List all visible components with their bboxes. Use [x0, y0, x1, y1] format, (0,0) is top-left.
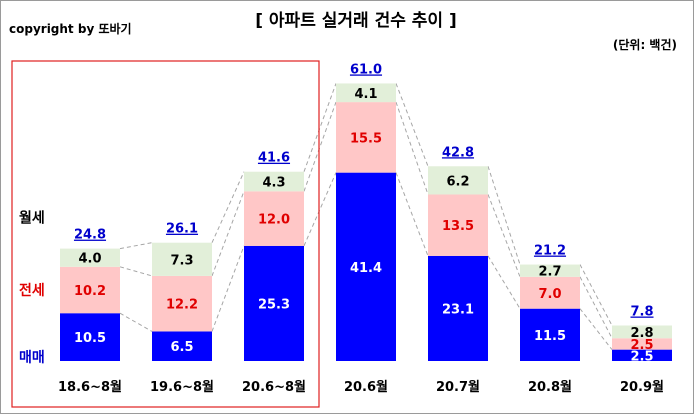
chart-title: [ 아파트 실거래 건수 추이 ]	[255, 11, 457, 31]
bar-segment-전세	[612, 338, 672, 350]
category-label: 20.6월	[344, 379, 388, 395]
value-label-월세: 4.0	[78, 252, 101, 267]
connector-lines	[119, 83, 613, 350]
value-label-월세: 6.2	[446, 174, 469, 189]
value-label-월세: 4.1	[354, 87, 377, 102]
bar-segment-월세	[152, 242, 212, 276]
total-label: 61.0	[350, 62, 382, 77]
value-label-전세: 12.2	[166, 298, 198, 313]
bar-segment-전세	[520, 276, 580, 309]
bar-segment-매매	[60, 313, 120, 361]
category-label: 20.6~8월	[242, 379, 306, 395]
category-label: 19.6~8월	[150, 379, 214, 395]
value-label-매매: 11.5	[534, 329, 566, 344]
total-label: 41.6	[258, 151, 290, 166]
value-label-매매: 10.5	[74, 331, 106, 346]
value-label-전세: 2.5	[630, 338, 653, 353]
bar-segment-월세	[244, 171, 304, 192]
value-labels: 10.5 10.2 4.0 24.8 6.5 12.2 7.3 26.1 25.3 12.0 4.3…	[74, 62, 654, 364]
connector-line	[579, 264, 613, 326]
category-label: 20.7월	[436, 379, 480, 395]
connector-line	[395, 172, 429, 257]
bar-segment-월세	[336, 83, 396, 103]
category-label: 20.9월	[620, 379, 664, 395]
connector-line	[119, 242, 153, 250]
value-label-전세: 13.5	[442, 219, 474, 234]
value-label-월세: 2.7	[538, 265, 561, 280]
bar-segment-월세	[60, 248, 120, 267]
value-label-매매: 2.5	[630, 349, 653, 364]
legend-label-매매: 매매	[19, 350, 45, 366]
bar-segment-전세	[60, 266, 120, 314]
bar-segment-전세	[244, 191, 304, 246]
bar-segment-매매	[336, 172, 396, 361]
unit-label: (단위: 백건)	[613, 37, 677, 52]
connector-line	[211, 171, 245, 243]
legend: 매매 전세 월세	[19, 210, 45, 366]
total-label: 21.2	[534, 244, 566, 259]
connector-line	[211, 245, 245, 332]
connector-line	[211, 191, 245, 277]
bar-segments	[60, 83, 672, 361]
connector-line	[303, 83, 337, 172]
value-label-월세: 2.8	[630, 326, 653, 341]
total-label: 26.1	[166, 222, 198, 237]
bar-segment-월세	[428, 166, 488, 195]
value-label-매매: 25.3	[258, 297, 290, 312]
value-label-매매: 23.1	[442, 302, 474, 317]
highlight-box	[11, 60, 320, 408]
connector-line	[487, 194, 521, 278]
highlight-rectangle	[11, 60, 320, 408]
value-label-월세: 4.3	[262, 176, 285, 191]
bar-segment-월세	[520, 264, 580, 277]
connector-line	[119, 266, 153, 277]
value-label-전세: 15.5	[350, 131, 382, 146]
value-label-전세: 12.0	[258, 213, 290, 228]
bar-segment-전세	[336, 102, 396, 173]
connector-line	[487, 255, 521, 309]
total-label: 24.8	[74, 228, 106, 243]
category-axis: 18.6~8월 19.6~8월 20.6~8월 20.6월 20.7월 20.8월 20.9…	[58, 379, 664, 395]
value-label-전세: 10.2	[74, 284, 106, 299]
value-label-전세: 7.0	[538, 287, 561, 302]
connector-line	[303, 172, 337, 247]
bar-segment-전세	[152, 275, 212, 332]
bar-segment-매매	[428, 255, 488, 361]
legend-label-전세: 전세	[19, 282, 45, 299]
connector-line	[487, 166, 521, 265]
bar-segment-매매	[520, 308, 580, 361]
value-label-매매: 41.4	[350, 261, 382, 276]
connector-line	[579, 308, 613, 350]
legend-label-월세: 월세	[19, 210, 45, 227]
connector-line	[303, 101, 337, 192]
category-label: 20.8월	[528, 379, 572, 395]
value-label-매매: 6.5	[170, 340, 193, 355]
value-label-월세: 7.3	[170, 253, 193, 268]
bar-segment-월세	[612, 325, 672, 339]
total-label: 7.8	[630, 305, 653, 320]
connector-line	[119, 312, 153, 332]
total-label: 42.8	[442, 145, 474, 160]
connector-line	[395, 83, 429, 167]
bar-segment-전세	[428, 194, 488, 256]
bar-segment-매매	[152, 331, 212, 361]
connector-line	[579, 276, 613, 339]
bar-segment-매매	[612, 349, 672, 361]
copyright-text: copyright by 또바기	[9, 21, 132, 36]
connector-line	[395, 101, 429, 195]
bar-segment-매매	[244, 245, 304, 361]
category-label: 18.6~8월	[58, 379, 122, 395]
